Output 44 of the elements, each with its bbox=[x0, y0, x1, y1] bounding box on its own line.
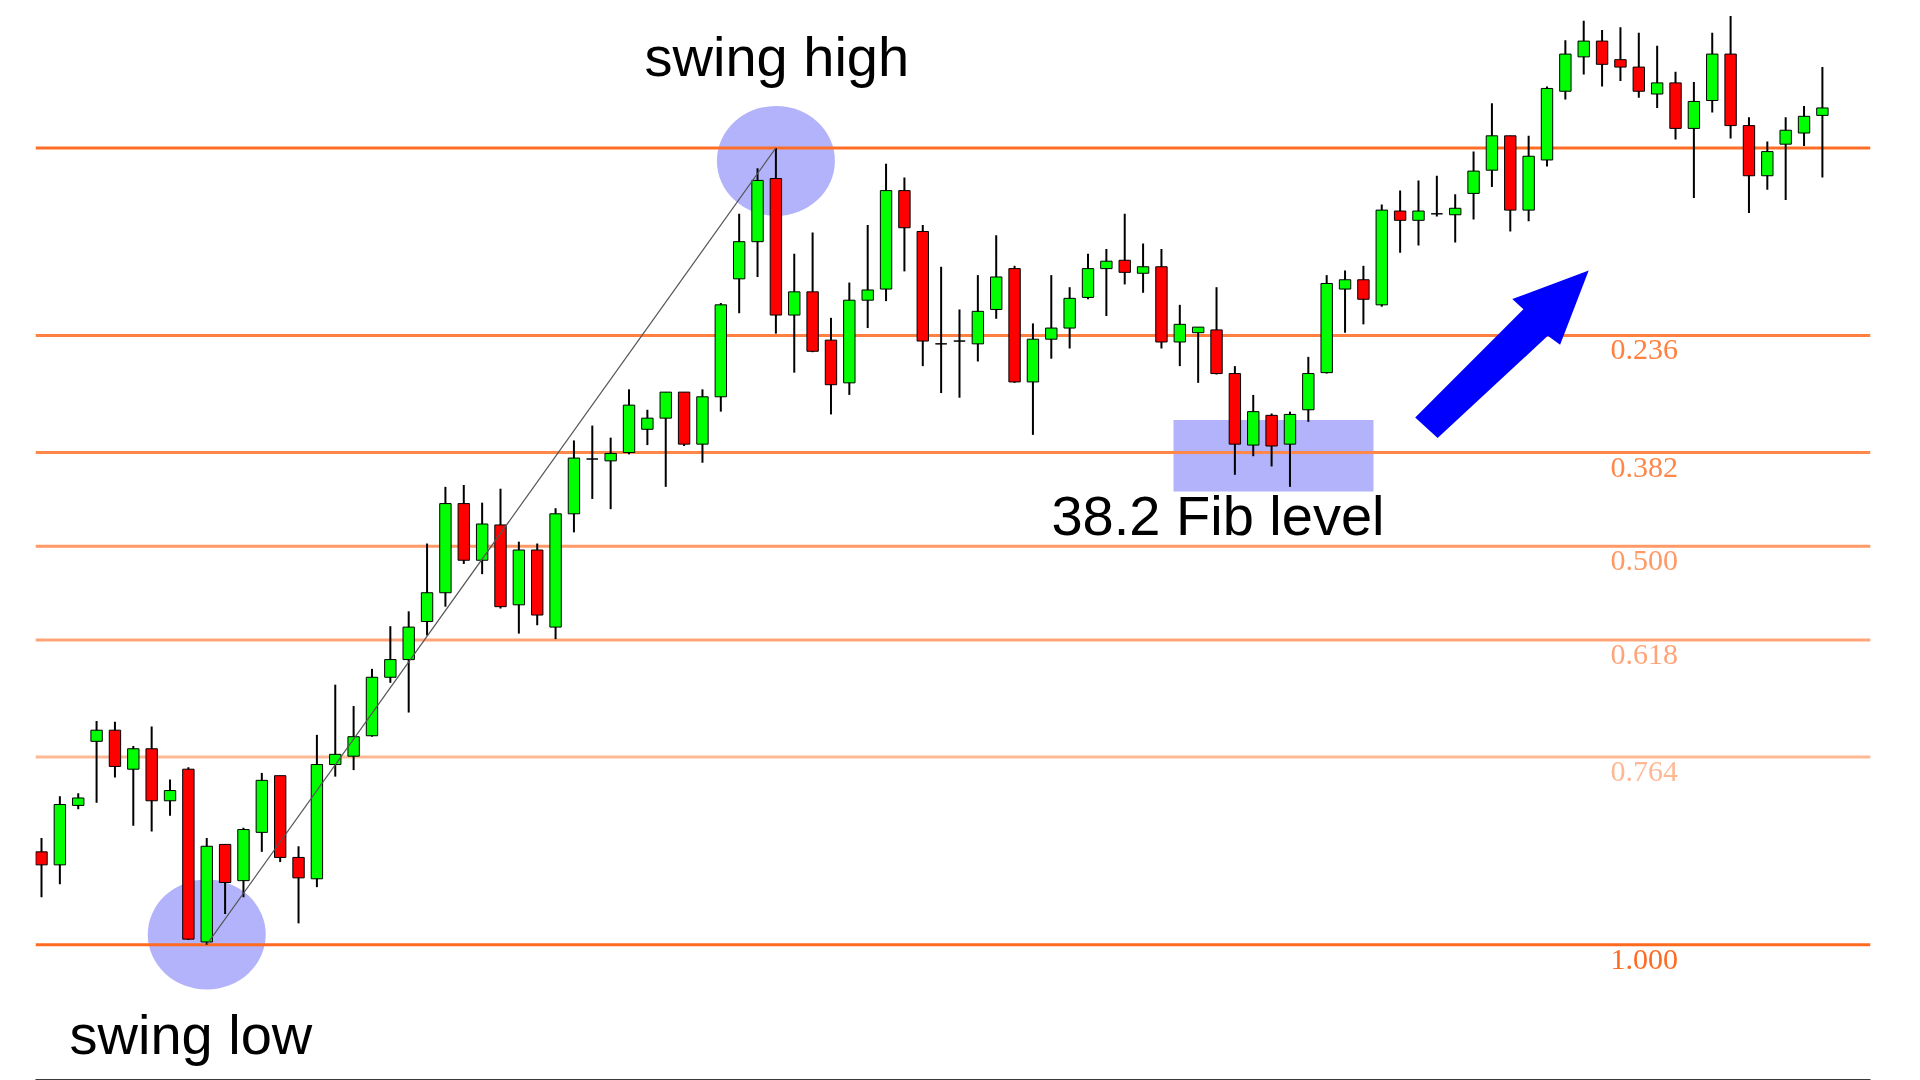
candlestick bbox=[1449, 193, 1462, 244]
candlestick bbox=[1393, 189, 1407, 254]
candlestick bbox=[1045, 274, 1058, 360]
candlestick bbox=[1430, 174, 1444, 218]
candlestick bbox=[641, 408, 654, 447]
annotation: 0.382 bbox=[1610, 449, 1678, 483]
candlestick bbox=[163, 778, 177, 817]
candlestick bbox=[586, 424, 599, 500]
candlestick bbox=[1173, 303, 1186, 368]
candlestick bbox=[861, 223, 874, 330]
candlestick bbox=[1614, 26, 1627, 83]
annotation: 0.236 bbox=[1610, 332, 1678, 366]
annotation: 1.000 bbox=[1610, 941, 1678, 975]
candlestick bbox=[1100, 248, 1113, 317]
annotation: 0.500 bbox=[1610, 543, 1678, 577]
candlestick bbox=[1357, 264, 1370, 326]
candlestick bbox=[604, 436, 617, 511]
candlestick bbox=[1595, 28, 1609, 88]
candlestick bbox=[384, 625, 397, 684]
candlestick bbox=[1650, 44, 1664, 109]
candlestick bbox=[1338, 269, 1352, 334]
candlestick bbox=[1779, 116, 1792, 201]
candlestick bbox=[90, 719, 103, 804]
candlestick bbox=[347, 705, 360, 772]
candlestick bbox=[788, 252, 801, 374]
annotation: 0.618 bbox=[1610, 637, 1678, 671]
candlestick bbox=[1816, 66, 1829, 179]
candlestick bbox=[1577, 19, 1590, 76]
candlestick bbox=[329, 683, 342, 778]
annotation: 0.764 bbox=[1610, 754, 1678, 788]
text: swing low bbox=[69, 1002, 313, 1066]
candlestick bbox=[953, 308, 966, 399]
candlestick bbox=[1412, 179, 1425, 247]
candlestick bbox=[292, 845, 305, 925]
annotation: swing high bbox=[644, 25, 910, 89]
candlestick bbox=[1191, 326, 1205, 384]
candlestick bbox=[35, 836, 48, 899]
candlestick bbox=[1118, 212, 1131, 286]
candlestick bbox=[1467, 150, 1480, 221]
band-label: 38.2 Fib level bbox=[1051, 484, 1385, 548]
candlestick bbox=[1797, 105, 1811, 148]
candlestick bbox=[127, 744, 140, 827]
candlestick bbox=[934, 265, 948, 395]
candlestick bbox=[1136, 242, 1150, 294]
